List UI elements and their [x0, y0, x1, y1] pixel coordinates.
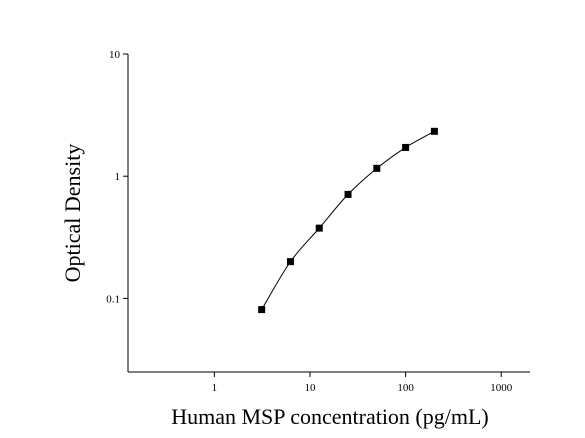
- y-tick-label: 0.1: [106, 293, 120, 305]
- x-tick-label: 1: [212, 382, 218, 394]
- data-point: [373, 164, 381, 172]
- fit-curve: [261, 130, 435, 310]
- data-point: [315, 224, 323, 232]
- y-tick-label: 10: [109, 49, 121, 61]
- x-axis-label: Human MSP concentration (pg/mL): [171, 404, 489, 429]
- data-point: [344, 190, 352, 198]
- x-tick-label: 1000: [490, 382, 513, 394]
- data-point: [430, 127, 438, 135]
- y-tick-label: 1: [115, 171, 121, 183]
- x-tick-label: 10: [304, 382, 316, 394]
- data-point: [286, 258, 294, 266]
- data-point: [258, 306, 266, 314]
- x-tick-label: 100: [397, 382, 414, 394]
- data-point: [402, 143, 410, 151]
- y-axis-label: Optical Density: [60, 144, 85, 283]
